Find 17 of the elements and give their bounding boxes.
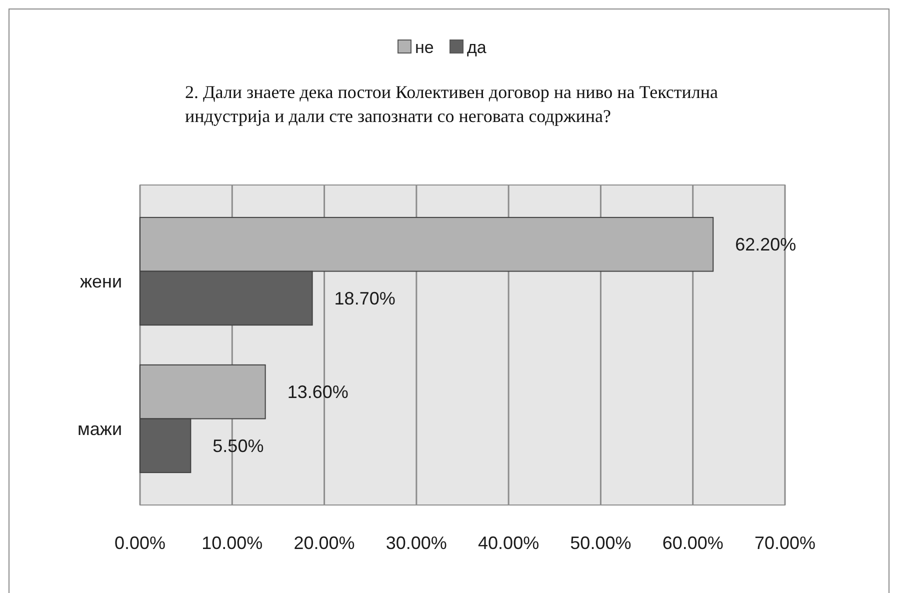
- data-label: 62.20%: [735, 234, 796, 255]
- x-tick-label: 50.00%: [570, 533, 632, 553]
- data-label: 13.60%: [287, 382, 348, 402]
- x-tick-label: 0.00%: [114, 533, 166, 553]
- x-tick-label: 30.00%: [386, 533, 447, 553]
- legend-label: не: [415, 38, 434, 57]
- y-tick-label: жени: [80, 272, 122, 292]
- data-label: 18.70%: [334, 288, 396, 308]
- x-tick-label: 10.00%: [202, 533, 263, 553]
- x-tick-label: 40.00%: [478, 533, 540, 553]
- x-tick-label: 70.00%: [754, 533, 816, 553]
- legend-label: да: [467, 38, 487, 57]
- y-tick-label: мажи: [78, 419, 122, 440]
- x-tick-label: 60.00%: [662, 533, 724, 553]
- x-tick-label: 20.00%: [294, 533, 355, 553]
- chart-title: 2. Дали знаете дека постои Колективен договор на ниво на Текстилна индустрија и дали сте запознати со неговата содржина?: [185, 82, 718, 126]
- data-label: 5.50%: [212, 436, 264, 456]
